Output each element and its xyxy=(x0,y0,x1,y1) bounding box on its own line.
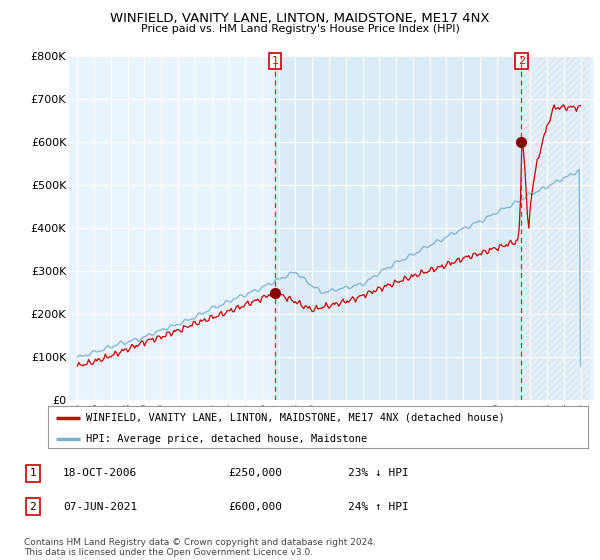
Text: 18-OCT-2006: 18-OCT-2006 xyxy=(63,468,137,478)
Text: Contains HM Land Registry data © Crown copyright and database right 2024.
This d: Contains HM Land Registry data © Crown c… xyxy=(24,538,376,557)
Text: 07-JUN-2021: 07-JUN-2021 xyxy=(63,502,137,512)
Bar xyxy=(275,56,521,400)
Text: £250,000: £250,000 xyxy=(228,468,282,478)
Text: WINFIELD, VANITY LANE, LINTON, MAIDSTONE, ME17 4NX: WINFIELD, VANITY LANE, LINTON, MAIDSTONE… xyxy=(110,12,490,25)
Text: HPI: Average price, detached house, Maidstone: HPI: Average price, detached house, Maid… xyxy=(86,434,367,444)
Text: 2: 2 xyxy=(29,502,37,512)
Text: WINFIELD, VANITY LANE, LINTON, MAIDSTONE, ME17 4NX (detached house): WINFIELD, VANITY LANE, LINTON, MAIDSTONE… xyxy=(86,413,505,423)
Bar xyxy=(521,56,589,400)
Text: 1: 1 xyxy=(272,56,278,66)
Text: 1: 1 xyxy=(29,468,37,478)
Text: 2: 2 xyxy=(518,56,525,66)
Bar xyxy=(521,56,589,400)
Text: 24% ↑ HPI: 24% ↑ HPI xyxy=(348,502,409,512)
Text: Price paid vs. HM Land Registry's House Price Index (HPI): Price paid vs. HM Land Registry's House … xyxy=(140,24,460,34)
Text: 23% ↓ HPI: 23% ↓ HPI xyxy=(348,468,409,478)
Text: £600,000: £600,000 xyxy=(228,502,282,512)
